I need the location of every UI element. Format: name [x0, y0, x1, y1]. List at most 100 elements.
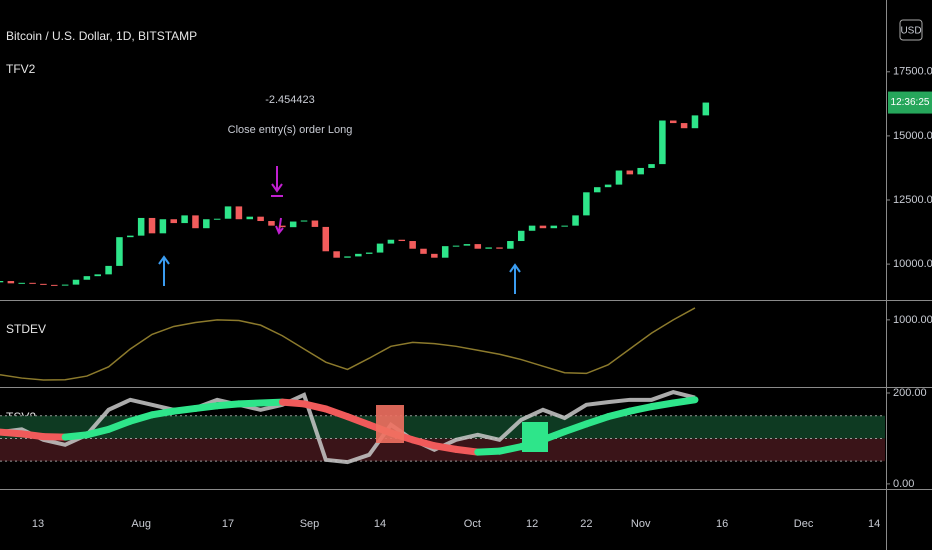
- candle: [702, 102, 710, 116]
- series-line: [0, 307, 696, 381]
- signal-segment: [83, 425, 113, 439]
- currency[interactable]: USD: [900, 26, 921, 37]
- candle: [626, 170, 634, 175]
- currency-box[interactable]: [899, 19, 923, 41]
- candle: [528, 225, 536, 231]
- signal-segment: [409, 436, 438, 450]
- signal-segment: [343, 413, 373, 429]
- candle: [29, 282, 36, 284]
- indicator-label: TFV2: [6, 62, 36, 76]
- signal-segment: [61, 431, 91, 441]
- x-tick-label: 13: [32, 518, 44, 530]
- buy-arrow: [509, 263, 521, 294]
- y-tick-label: 0.00: [893, 478, 914, 490]
- x-tick-label: Nov: [631, 518, 651, 530]
- candle: [7, 281, 15, 284]
- signal-segment: [474, 447, 504, 456]
- candle: [680, 123, 688, 129]
- candle: [51, 284, 58, 286]
- countdown-box: [888, 91, 932, 114]
- candle: [40, 283, 47, 285]
- signal-arrows: [158, 166, 521, 294]
- signal-segment: [213, 400, 243, 410]
- signal-segment: [0, 428, 26, 438]
- candle: [593, 187, 601, 193]
- x-tick-label: Aug: [131, 518, 151, 530]
- candle: [387, 239, 395, 244]
- x-tick-label: 14: [868, 518, 880, 530]
- series-line: [0, 390, 696, 465]
- candle: [452, 245, 460, 247]
- candle: [257, 216, 264, 222]
- candle: [116, 237, 123, 266]
- candle: [203, 219, 210, 229]
- signal-segment: [322, 405, 351, 421]
- y-tick-label: 17500.00: [893, 66, 932, 78]
- candle: [409, 241, 416, 249]
- candle: [61, 284, 69, 286]
- exit-arrow: [275, 217, 284, 235]
- signal-segment: [105, 417, 134, 433]
- countdown: 12:36:25: [891, 97, 930, 108]
- candle: [572, 215, 579, 226]
- candle: [105, 265, 112, 275]
- candle: [268, 221, 275, 226]
- level-band: [0, 415, 885, 439]
- candle: [94, 274, 101, 277]
- x-tick-label: 22: [580, 518, 592, 530]
- signal-segment: [300, 400, 330, 413]
- candle: [83, 276, 91, 280]
- signal-segment: [126, 411, 156, 425]
- candle: [246, 216, 254, 220]
- candle: [604, 184, 612, 188]
- signal-segment: [626, 403, 656, 415]
- candle: [0, 281, 4, 283]
- x-tick-label: 17: [222, 518, 234, 530]
- candle: [127, 235, 134, 238]
- candle: [398, 239, 406, 242]
- candle: [648, 164, 655, 168]
- candle: [376, 243, 384, 253]
- y-tick-label: 200.00: [893, 387, 927, 399]
- signal-segment: [430, 442, 460, 453]
- candle: [18, 282, 25, 284]
- signal-segment: [191, 402, 221, 412]
- signal-segment: [561, 420, 590, 436]
- candle: [72, 279, 80, 285]
- candle: [224, 206, 232, 219]
- x-tick-label: Oct: [464, 518, 481, 530]
- candle: [137, 217, 145, 236]
- signal-segment: [257, 398, 286, 407]
- candle: [420, 248, 427, 254]
- candle: [669, 120, 677, 124]
- candle: [517, 230, 525, 242]
- candle: [550, 225, 558, 229]
- buy-arrow: [158, 255, 170, 286]
- signal-segment: [496, 443, 525, 455]
- candle: [235, 206, 243, 220]
- signal-segment: [18, 430, 47, 441]
- x-tick-label: 16: [716, 518, 728, 530]
- candle: [365, 252, 373, 254]
- candle: [311, 220, 319, 227]
- x-tick-label: Sep: [300, 518, 320, 530]
- y-tick-label: 1000.00: [893, 314, 932, 326]
- candle: [659, 120, 666, 165]
- y-tick-label: 12500.00: [893, 194, 932, 206]
- candle: [463, 244, 471, 246]
- candle: [181, 215, 188, 224]
- buy-signal: [522, 422, 548, 452]
- signal-segment: [582, 413, 612, 428]
- candle: [561, 225, 568, 227]
- x-tick-label: 14: [374, 518, 386, 530]
- candle: [289, 221, 297, 228]
- candle: [279, 225, 286, 228]
- candle: [615, 170, 623, 185]
- candle: [192, 215, 199, 229]
- candle: [355, 253, 362, 257]
- signal-segment: [452, 445, 482, 456]
- x-tick-label: Dec: [794, 518, 814, 530]
